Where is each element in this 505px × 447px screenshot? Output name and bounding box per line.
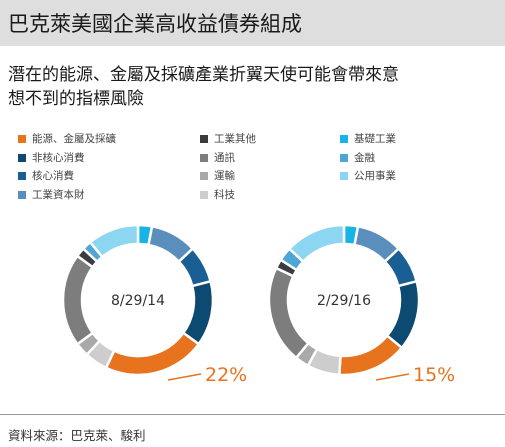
donut-slice [61,254,95,346]
title-bar: 巴克萊美國企業高收益債券組成 [0,0,505,46]
legend-label: 運輸 [214,170,235,182]
legend-swatch [18,171,26,180]
legend-item: 運輸 [200,168,235,183]
legend-swatch [18,153,26,162]
legend-item: 核心消費 [18,168,74,183]
legend-label: 科技 [214,189,235,201]
legend-swatch [200,190,208,199]
legend-label: 通訊 [214,152,235,164]
legend-label: 工業資本財 [32,189,85,201]
legend-swatch [200,134,208,143]
chart-subtitle: 潛在的能源、金屬及採礦產業折翼天使可能會帶來意 想不到的指標風險 [8,63,498,111]
legend-swatch [340,153,348,162]
donut-slice [104,331,201,377]
legend-swatch [200,153,208,162]
legend-item: 基礎工業 [340,131,396,146]
legend-item: 科技 [200,187,235,202]
footer-divider [0,414,505,415]
subtitle-line-1: 潛在的能源、金屬及採礦產業折翼天使可能會帶來意 [8,65,399,85]
donut-slice [267,266,311,360]
highlight-percent-label: 15% [413,364,455,386]
donut-center-label: 2/29/16 [317,293,371,309]
legend-label: 金融 [354,152,375,164]
legend-label: 非核心消費 [32,152,85,164]
donut-center-label: 8/29/14 [111,293,165,309]
legend-item: 工業資本財 [18,187,85,202]
legend-swatch [18,190,26,199]
page-title: 巴克萊美國企業高收益債券組成 [8,12,302,36]
legend-item: 非核心消費 [18,150,85,165]
donut-slice [88,223,140,259]
legend-item: 能源、金屬及採礦 [18,131,116,146]
legend-label: 基礎工業 [354,133,396,145]
legend-item: 工業其他 [200,131,256,146]
callout-line [375,373,410,381]
legend-swatch [200,171,208,180]
legend-swatch [340,134,348,143]
highlight-percent-label: 22% [205,364,247,386]
source-note: 資料來源：巴克萊、駿利 [8,428,146,443]
legend-label: 公用事業 [354,170,396,182]
callout-line [167,373,202,381]
legend-item: 金融 [340,150,375,165]
donut-slice [385,279,421,350]
legend-label: 能源、金屬及採礦 [32,133,116,145]
legend-item: 通訊 [200,150,235,165]
legend-swatch [18,134,26,143]
legend-item: 公用事業 [340,168,396,183]
legend-swatch [340,171,348,180]
legend-label: 工業其他 [214,133,256,145]
donut-charts: 8/29/14 22% 2/29/16 15% [61,223,455,386]
subtitle-line-2: 想不到的指標風險 [8,89,144,109]
legend-label: 核心消費 [32,170,74,182]
donut-slice [337,333,404,377]
donut-slice [287,223,346,264]
